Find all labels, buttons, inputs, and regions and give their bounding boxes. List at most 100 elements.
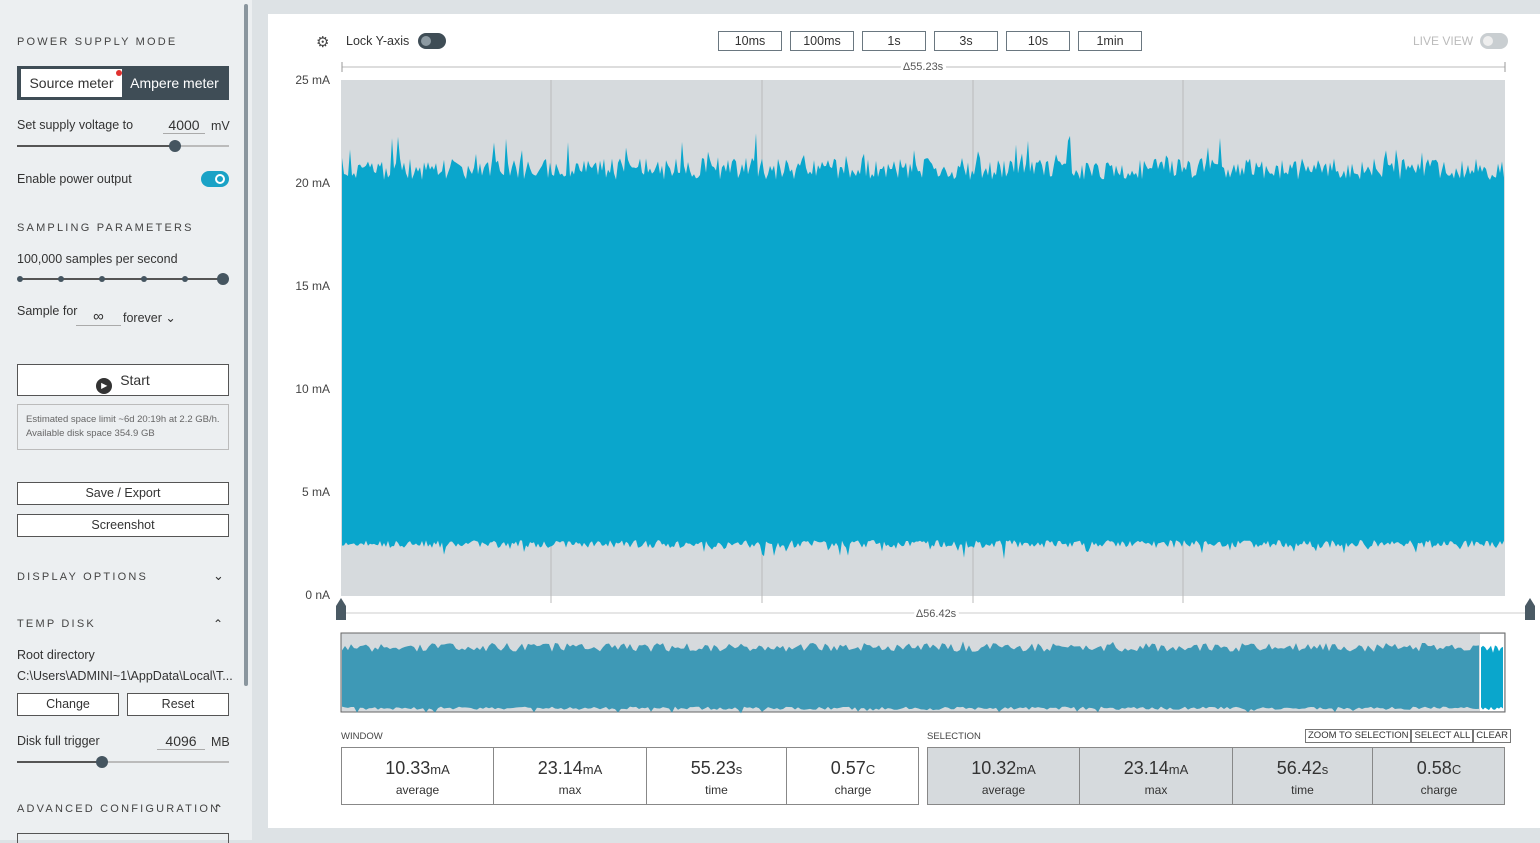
voltage-input[interactable]: 4000 [163,117,205,134]
section-title[interactable]: TEMP DISK [17,618,96,630]
stat-cell: 23.14mA max [494,748,647,805]
button[interactable]: Save / Export [17,482,229,505]
value: 0.58 [1416,758,1452,778]
settings-icon[interactable]: ⚙ [316,34,330,51]
window-button[interactable]: 1min [1078,31,1142,51]
stat-cell: 0.57C charge [787,748,919,805]
button-label: Start [120,372,150,388]
button[interactable]: Change [17,693,119,716]
selection-actions: ZOOM TO SELECTION SELECT ALL CLEAR [1305,729,1511,743]
slider-knob[interactable] [96,756,108,768]
value: 10.32 [971,758,1017,778]
indicator [116,70,122,76]
selection-handle[interactable] [336,598,346,620]
path: C:\Users\ADMINI~1\AppData\Local\T... [17,669,233,683]
slider-track [20,278,223,280]
stat-label: charge [834,783,872,797]
unit: mA [1016,762,1036,777]
stat-cell: 10.32mA average [928,748,1080,805]
duration-input[interactable]: ∞ [76,308,121,326]
stat-cell: 0.58C charge [1373,748,1505,805]
chevron[interactable]: ⌃ [213,617,224,631]
value: 23.14 [537,758,583,778]
slider-track [17,761,102,763]
stat-value: 0.57C [787,758,919,779]
window-button[interactable]: 10s [1006,31,1070,51]
value: 56.42 [1276,758,1322,778]
button[interactable]: Reset [127,693,229,716]
unit: mA [582,762,603,777]
unit: s [735,762,743,777]
toggle[interactable] [1480,33,1508,49]
mode-option[interactable]: Ampere meter [130,75,219,91]
label: Enable power output [17,172,132,186]
toggle[interactable] [418,33,446,49]
y-tick-label: 15 mA [295,279,330,293]
section-title: SAMPLING PARAMETERS [17,222,194,234]
button[interactable] [17,833,229,843]
stat-label: average [981,783,1026,797]
label: LIVE VIEW [1413,34,1474,48]
action-button[interactable]: SELECT ALL [1411,729,1474,743]
dropdown-value: forever [123,311,162,325]
slider-track [102,761,229,763]
stat-label: max [558,783,582,797]
slider-knob[interactable] [169,140,181,152]
window-delta: Δ55.23s [903,61,944,73]
stat-cell: 10.33mA average [342,748,494,805]
unit: mV [211,119,230,133]
unit: C [1451,762,1462,777]
value: 10.33 [385,758,431,778]
label: Lock Y-axis [346,34,410,48]
play-icon: ▶ [96,378,113,394]
unit: MB [211,735,230,749]
scrollbar[interactable] [244,4,248,686]
stat-value: 10.32mA [928,758,1079,779]
toggle-knob [215,174,225,184]
y-tick-label: 0 nA [305,588,330,602]
stat-label: max [1144,783,1168,797]
label: Root directory [17,648,95,662]
slider-track [175,145,229,147]
window-button[interactable]: 100ms [790,31,854,51]
estimate-note: Estimated space limit ~6d 20:19h at 2.2 … [17,404,229,450]
y-tick-label: 10 mA [295,382,330,396]
start-button[interactable]: ▶ Start [17,364,229,396]
minimap-waveform [1481,645,1503,711]
button[interactable]: Screenshot [17,514,229,537]
stat-value: 10.33mA [342,758,493,779]
sidebar: POWER SUPPLY MODE Source meter Ampere me… [0,0,252,843]
mode-option[interactable]: Source meter [21,69,122,97]
selection-handle[interactable] [1525,598,1535,620]
slider-step [17,276,23,282]
stat-cell: 56.42s time [1233,748,1373,805]
toggle-knob [1483,36,1493,46]
dropdown[interactable]: forever ⌄ [123,311,176,325]
slider-step [182,276,188,282]
stats-box: 10.33mA average 23.14mA max 55.23s time 0.57C c… [341,747,919,805]
trigger-input[interactable]: 4096 [157,733,205,750]
window-button[interactable]: 10ms [718,31,782,51]
unit: s [1321,762,1329,777]
stats-title: SELECTION [927,731,981,742]
section-title[interactable]: DISPLAY OPTIONS [17,571,149,583]
value: 55.23 [690,758,736,778]
slider-step [58,276,64,282]
toggle[interactable] [201,171,229,187]
action-button[interactable]: CLEAR [1473,729,1511,743]
slider-knob[interactable] [217,273,229,285]
stat-label: time [1291,783,1314,797]
stat-value: 56.42s [1233,758,1372,779]
stat-label: average [395,783,440,797]
unit: mA [1168,762,1189,777]
chevron[interactable]: ⌄ [213,568,224,583]
section-title[interactable]: ADVANCED CONFIGURATION [17,803,221,815]
stat-value: 55.23s [647,758,786,779]
stat-label: charge [1420,783,1458,797]
chevron[interactable]: ⌃ [213,802,224,816]
y-tick-label: 25 mA [295,73,330,87]
window-button[interactable]: 3s [934,31,998,51]
label: Disk full trigger [17,734,100,748]
action-button[interactable]: ZOOM TO SELECTION [1305,729,1412,743]
window-button[interactable]: 1s [862,31,926,51]
